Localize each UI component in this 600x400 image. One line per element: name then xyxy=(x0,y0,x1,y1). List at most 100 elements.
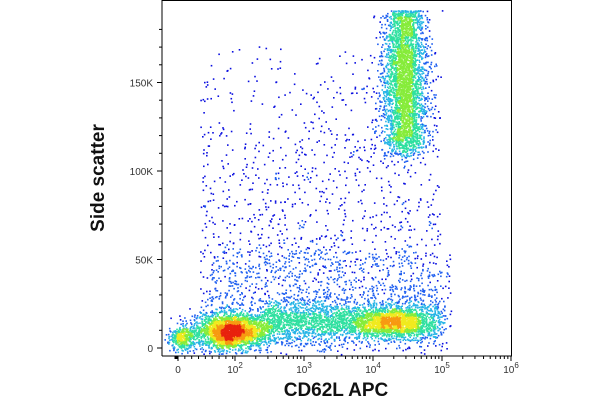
event-dot xyxy=(274,323,276,325)
event-dot xyxy=(228,327,231,329)
event-dot xyxy=(216,343,219,345)
event-dot xyxy=(251,337,253,339)
event-dot xyxy=(248,327,251,329)
event-dot xyxy=(251,328,253,330)
event-dot xyxy=(327,318,330,320)
event-dot xyxy=(255,349,257,351)
event-dot xyxy=(273,331,275,334)
event-dot xyxy=(221,333,223,336)
event-dot xyxy=(240,330,243,333)
event-dot xyxy=(270,327,272,329)
event-dot xyxy=(198,317,201,319)
event-dot xyxy=(424,338,426,340)
event-dot xyxy=(229,343,232,345)
event-dot xyxy=(307,311,310,313)
event-dot xyxy=(200,331,202,334)
event-dot xyxy=(353,307,355,309)
event-dot xyxy=(246,341,249,344)
event-dot xyxy=(212,341,215,344)
event-dot xyxy=(345,323,348,325)
event-dot xyxy=(220,350,222,352)
event-dot xyxy=(203,332,206,334)
event-dot xyxy=(353,312,355,314)
event-dot xyxy=(209,333,211,336)
event-dot xyxy=(201,340,204,343)
event-dot xyxy=(338,323,341,326)
event-dot xyxy=(200,340,203,342)
event-dot xyxy=(404,342,407,345)
event-dot xyxy=(407,319,409,322)
event-dot xyxy=(207,338,210,341)
event-dot xyxy=(305,343,307,345)
event-dot xyxy=(214,318,216,320)
event-dot xyxy=(243,330,246,332)
event-dot xyxy=(279,303,282,305)
event-dot xyxy=(268,330,270,332)
event-dot xyxy=(413,339,415,342)
event-dot xyxy=(216,330,219,333)
event-dot xyxy=(239,345,241,348)
event-dot xyxy=(242,314,245,317)
event-dot xyxy=(359,347,362,350)
event-dot xyxy=(198,332,201,334)
event-dot xyxy=(209,323,211,326)
event-dot xyxy=(243,325,246,328)
event-dot xyxy=(214,351,217,353)
event-dot xyxy=(420,342,422,344)
event-dot xyxy=(274,339,276,341)
event-dot xyxy=(263,344,265,346)
event-dot xyxy=(248,317,251,319)
event-dot xyxy=(236,319,239,321)
event-dot xyxy=(223,307,225,309)
event-dot xyxy=(251,330,253,333)
event-dot xyxy=(287,336,290,338)
event-dot xyxy=(265,349,267,351)
event-dot xyxy=(344,337,346,339)
event-dot xyxy=(344,325,347,327)
event-dot xyxy=(211,316,214,318)
event-dot xyxy=(234,340,237,342)
event-dot xyxy=(268,300,271,302)
event-dot xyxy=(246,323,249,326)
event-dot xyxy=(240,344,243,347)
event-dot xyxy=(228,317,230,320)
event-dot xyxy=(228,325,230,327)
event-dot xyxy=(242,349,245,352)
event-dot xyxy=(287,301,290,303)
event-dot xyxy=(290,303,292,306)
event-dot xyxy=(235,329,237,331)
event-dot xyxy=(219,348,221,350)
event-dot xyxy=(226,317,228,319)
event-dot xyxy=(234,323,236,325)
event-dot xyxy=(218,335,221,338)
event-dot xyxy=(229,351,231,353)
event-dot xyxy=(383,314,386,316)
event-dot xyxy=(398,344,400,347)
event-dot xyxy=(205,330,207,332)
event-dot xyxy=(213,320,216,322)
event-dot xyxy=(400,336,403,339)
event-dot xyxy=(264,330,266,332)
event-dot xyxy=(246,312,248,314)
event-dot xyxy=(433,333,435,336)
event-dot xyxy=(203,334,206,337)
event-dot xyxy=(202,330,204,333)
event-dot xyxy=(312,311,315,313)
event-dot xyxy=(291,320,293,323)
event-dot xyxy=(219,324,221,327)
event-dot xyxy=(253,338,256,341)
event-dot xyxy=(280,352,282,354)
event-dot xyxy=(325,326,328,328)
event-dot xyxy=(301,321,303,324)
event-dot xyxy=(237,330,240,333)
event-dot xyxy=(292,284,295,287)
event-dot xyxy=(296,316,298,319)
event-dot xyxy=(278,331,281,333)
event-dot xyxy=(226,350,229,353)
event-dot xyxy=(409,301,411,304)
event-dot xyxy=(232,321,234,323)
event-dot xyxy=(201,329,203,331)
event-dot xyxy=(298,309,300,312)
event-dot xyxy=(326,340,329,342)
